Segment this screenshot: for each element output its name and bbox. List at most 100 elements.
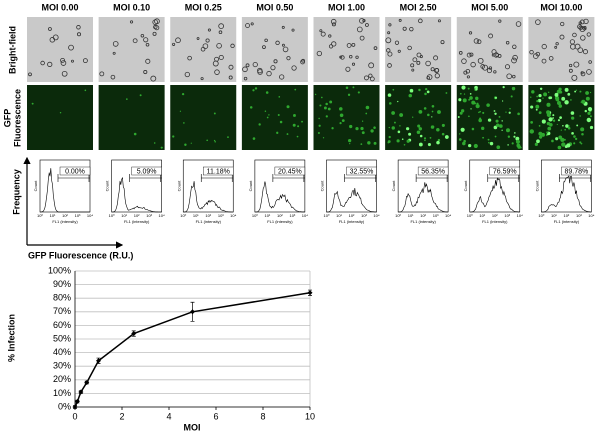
cell [132,38,138,44]
column-label: MOI 2.50 [400,2,437,12]
gfp-cell [575,89,578,91]
cell [364,75,369,81]
gfp-cell [580,127,585,132]
gate-percent: 56.35% [421,168,445,175]
gfp-cell [418,88,421,92]
gfp-image [385,85,452,150]
cell [154,25,160,31]
gfp-cell [529,129,534,134]
gfp-cell [294,88,297,91]
gfp-cell [565,124,569,128]
cell [242,66,248,73]
gfp-cell [567,126,571,130]
gfp-cell [160,146,163,149]
gfp-cell [227,136,229,139]
cell [368,62,375,69]
gfp-cell [564,128,567,131]
cell [580,35,586,41]
gfp-cell [357,91,360,94]
cell [345,66,351,72]
cell [172,42,176,46]
gfp-cell [360,126,364,131]
gfp-cell [546,102,551,107]
gfp-cell [543,92,548,97]
y-tick-label: 20% [53,374,71,384]
gfp-cell [469,93,472,95]
gfp-cell [329,100,333,104]
cell [440,40,445,45]
gfp-cell [424,92,427,96]
gfp-cell [323,106,327,110]
cell [506,73,512,80]
gfp-cell [559,116,562,120]
histogram-frame [541,159,592,213]
gfp-cell [555,137,559,141]
gfp-cell [408,93,413,98]
gfp-cell [318,124,321,127]
x-tick-label: 10 [305,411,315,421]
cell [486,68,492,74]
gfp-cell [458,133,461,135]
gfp-cell [516,143,521,148]
cell [463,70,468,75]
cell [129,20,134,24]
cell [434,68,440,74]
gfp-cell [541,132,545,137]
cell [266,70,272,77]
gfp-cell [507,144,509,146]
histogram-xlabel: FL1 (intensity) [339,219,365,224]
gfp-cell [570,111,575,115]
gfp-cell [587,107,593,112]
gfp-cell [461,85,466,90]
cell [331,41,337,47]
cell [541,58,547,64]
gfp-cell [574,90,577,93]
y-tick-label: 90% [53,279,71,289]
cell [476,39,482,45]
gfp-cell [564,100,569,105]
gfp-cell [587,111,591,115]
gfp-cell [392,88,395,91]
cell [512,74,516,79]
cell [145,42,150,47]
cell [214,69,220,75]
cell [572,32,577,38]
histogram-tick: 10⁴ [230,213,236,218]
gfp-cell [536,139,540,144]
histogram-tick: 10² [420,213,426,218]
gfp-cell [475,96,479,101]
gfp-cell [301,120,303,123]
gate-percent: 76.59% [493,168,517,175]
gfp-cell [139,94,142,97]
gfp-cell [423,137,427,140]
gate-box [561,166,592,176]
cell [362,18,366,23]
gfp-cell [296,135,299,138]
cell [356,26,363,33]
y-tick-label: 100% [48,265,71,275]
gfp-cell [419,134,423,138]
gfp-cell [213,139,216,142]
gfp-cell [562,124,564,127]
cell [279,74,285,80]
gfp-cell [546,131,549,134]
row-label: Bright-field [7,26,17,74]
gfp-cell [437,110,441,114]
gfp-cell [535,104,540,109]
cell [511,57,517,64]
cell [228,75,233,80]
gfp-cell [59,111,62,114]
histogram-tick: 10⁴ [588,213,594,218]
histogram-xlabel: FL1 (intensity) [196,219,222,224]
histogram-curve [541,175,592,213]
gfp-cell [409,88,414,93]
gfp-cell [373,126,376,129]
cell [559,34,565,40]
histogram-tick: 10⁰ [109,213,115,218]
cell [582,49,588,55]
histogram-tick: 10² [277,213,283,218]
cell [61,70,68,77]
gfp-cell [511,142,514,145]
gfp-cell [133,132,137,136]
